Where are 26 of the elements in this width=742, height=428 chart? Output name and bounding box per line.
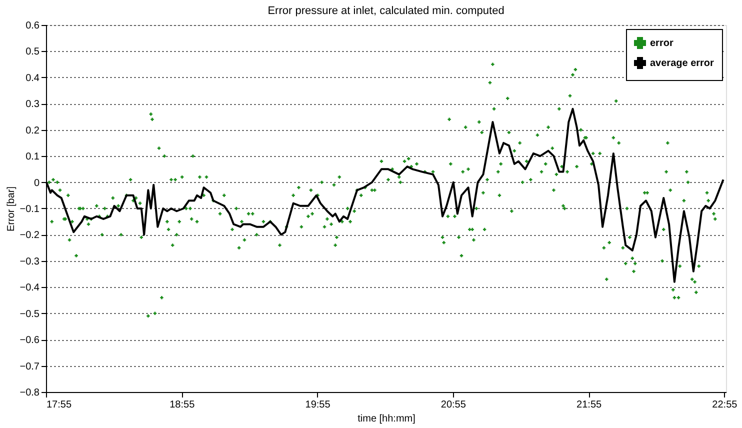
y-tick-label: −0.4 <box>20 282 40 294</box>
y-tick-label: 0.6 <box>26 20 40 32</box>
x-tick-label: 21:55 <box>576 400 602 410</box>
y-tick-label: −0.5 <box>20 308 40 320</box>
y-tick-label: −0.3 <box>20 256 40 268</box>
x-tick-label: 18:55 <box>170 400 196 410</box>
x-tick-label: 17:55 <box>46 400 72 410</box>
y-tick-label: 0.5 <box>26 46 40 58</box>
chart-title: Error pressure at inlet, calculated min. computed <box>268 5 504 17</box>
legend-label: average error <box>650 58 714 69</box>
y-tick-label: 0.1 <box>26 152 40 163</box>
x-tick-label: 19:55 <box>305 400 331 410</box>
y-tick-label: 0.3 <box>26 99 40 110</box>
y-tick-label: −0.7 <box>20 361 40 372</box>
y-tick-label: −0.6 <box>20 335 40 346</box>
y-tick-label: −0.8 <box>20 388 40 398</box>
y-tick-label: −0.1 <box>20 204 40 215</box>
y-axis-title: Error [bar] <box>6 186 17 232</box>
legend-label: error <box>650 38 674 49</box>
y-tick-label: 0 <box>34 178 40 189</box>
x-axis-title: time [hh:mm] <box>358 414 416 424</box>
x-tick-label: 22:55 <box>712 400 738 410</box>
y-tick-label: −0.2 <box>20 230 40 242</box>
x-tick-label: 20:55 <box>440 400 466 410</box>
y-tick-label: 0.2 <box>26 125 40 136</box>
y-tick-label: 0.4 <box>26 72 40 84</box>
